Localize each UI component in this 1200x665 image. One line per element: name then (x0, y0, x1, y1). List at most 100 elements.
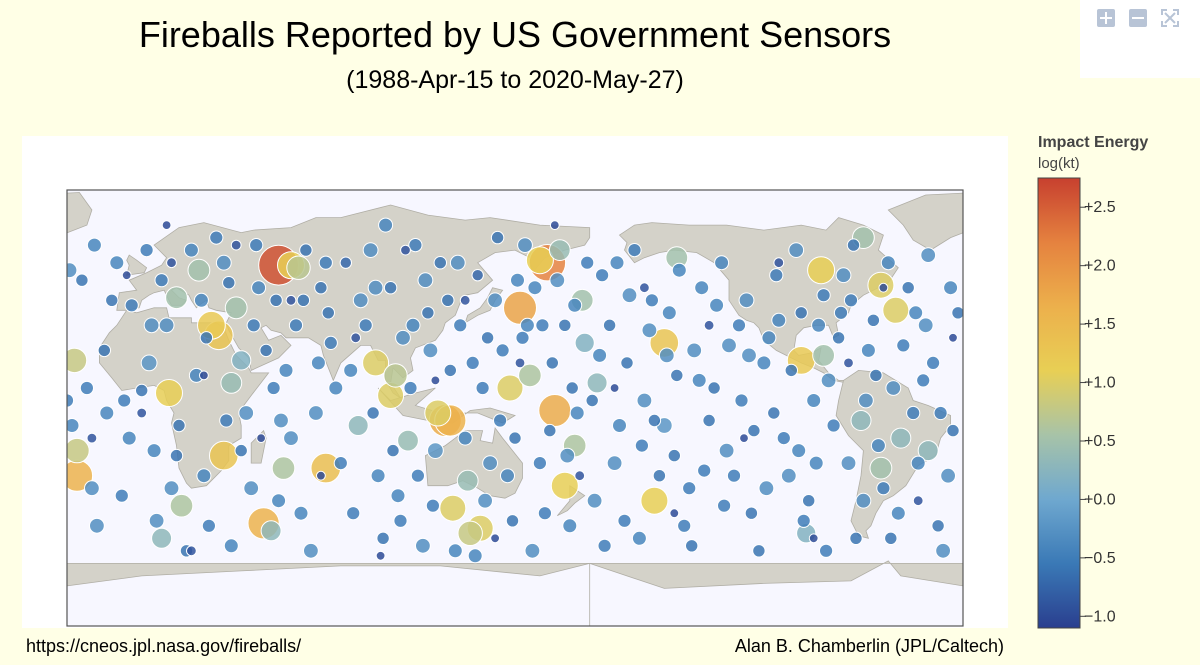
fireball-marker[interactable] (644, 293, 660, 308)
reset-view-icon[interactable] (1160, 8, 1180, 28)
fireball-marker[interactable] (84, 480, 100, 497)
fireball-marker[interactable] (383, 363, 408, 388)
fireball-marker[interactable] (314, 281, 328, 295)
fireball-marker[interactable] (158, 317, 175, 334)
fireball-marker[interactable] (807, 256, 836, 285)
fireball-marker[interactable] (449, 254, 466, 271)
fireball-marker[interactable] (318, 255, 333, 270)
fireball-marker[interactable] (422, 342, 439, 359)
fireball-marker[interactable] (537, 506, 553, 521)
fireball-marker[interactable] (658, 347, 675, 364)
fireball-marker[interactable] (209, 440, 239, 471)
fireball-marker[interactable] (148, 512, 165, 529)
fireball-marker[interactable] (453, 318, 468, 333)
fireball-marker[interactable] (667, 448, 681, 463)
fireball-marker[interactable] (378, 217, 394, 233)
fireball-marker[interactable] (166, 257, 177, 269)
fireball-marker[interactable] (943, 280, 959, 296)
fireball-marker[interactable] (155, 379, 183, 407)
fireball-marker[interactable] (606, 455, 623, 472)
fireball-marker[interactable] (843, 357, 854, 369)
fireball-marker[interactable] (500, 468, 515, 484)
fireball-marker[interactable] (321, 306, 335, 320)
fireball-marker[interactable] (901, 281, 915, 295)
fireball-marker[interactable] (926, 355, 941, 370)
fireball-marker[interactable] (831, 331, 846, 345)
fireball-marker[interactable] (855, 492, 872, 509)
fireball-marker[interactable] (271, 493, 287, 509)
zoom-out-icon[interactable] (1128, 8, 1148, 28)
fireball-marker[interactable] (425, 498, 440, 513)
fireball-marker[interactable] (697, 463, 712, 478)
fireball-marker[interactable] (140, 354, 158, 372)
fireball-marker[interactable] (421, 306, 435, 320)
fireball-marker[interactable] (496, 374, 524, 402)
fireball-marker[interactable] (390, 488, 406, 504)
fireball-marker[interactable] (744, 506, 759, 520)
fireball-marker[interactable] (222, 276, 236, 290)
fireball-marker[interactable] (220, 372, 243, 394)
fireball-marker[interactable] (467, 548, 483, 564)
fireball-marker[interactable] (424, 399, 452, 427)
fireball-marker[interactable] (316, 470, 326, 481)
fireball-marker[interactable] (143, 317, 160, 334)
fireball-marker[interactable] (439, 494, 467, 522)
fireball-marker[interactable] (948, 332, 958, 343)
fireball-marker[interactable] (670, 368, 684, 383)
fireball-marker[interactable] (386, 443, 400, 458)
fireball-marker[interactable] (146, 443, 162, 459)
fireball-marker[interactable] (527, 280, 543, 296)
fireball-marker[interactable] (209, 230, 224, 245)
fireball-marker[interactable] (430, 375, 441, 386)
fireball-marker[interactable] (86, 432, 98, 444)
fireball-marker[interactable] (136, 407, 148, 419)
fireball-marker[interactable] (771, 312, 787, 328)
fireball-marker[interactable] (791, 443, 807, 459)
fireball-marker[interactable] (367, 279, 384, 296)
fireball-marker[interactable] (639, 282, 650, 294)
fireball-marker[interactable] (870, 438, 886, 454)
fireball-marker[interactable] (524, 542, 541, 559)
fireball-marker[interactable] (457, 520, 483, 546)
fireball-marker[interactable] (283, 430, 299, 447)
fireball-marker[interactable] (721, 337, 737, 354)
fireball-marker[interactable] (109, 255, 125, 271)
fireball-marker[interactable] (640, 486, 669, 515)
fireball-marker[interactable] (776, 431, 791, 446)
fireball-marker[interactable] (876, 481, 891, 496)
fireball-marker[interactable] (758, 480, 775, 497)
fireball-marker[interactable] (495, 343, 510, 358)
fireball-marker[interactable] (773, 257, 785, 269)
fireball-marker[interactable] (75, 273, 89, 287)
fireball-marker[interactable] (816, 288, 831, 303)
fireball-marker[interactable] (508, 431, 522, 445)
fireball-marker[interactable] (741, 347, 757, 364)
fireball-marker[interactable] (395, 329, 411, 346)
fireball-marker[interactable] (826, 418, 841, 433)
fireball-marker[interactable] (820, 372, 837, 389)
fireball-marker[interactable] (761, 330, 777, 346)
fireball-marker[interactable] (135, 383, 149, 398)
fireball-marker[interactable] (328, 380, 344, 396)
fireball-marker[interactable] (219, 413, 234, 428)
fireball-marker[interactable] (532, 456, 548, 471)
fireball-marker[interactable] (480, 331, 495, 345)
fireball-marker[interactable] (308, 405, 324, 421)
fireball-marker[interactable] (916, 373, 931, 388)
fireball-marker[interactable] (652, 469, 667, 483)
fireball-marker[interactable] (647, 413, 662, 428)
fireball-marker[interactable] (459, 294, 471, 306)
fireball-marker[interactable] (843, 293, 859, 308)
fireball-marker[interactable] (65, 437, 90, 464)
fireball-marker[interactable] (580, 255, 595, 270)
fireball-marker[interactable] (346, 506, 361, 521)
fireball-marker[interactable] (456, 469, 479, 492)
fireball-marker[interactable] (574, 332, 595, 353)
fireball-marker[interactable] (686, 342, 703, 359)
fireball-marker[interactable] (475, 380, 490, 396)
fireball-marker[interactable] (234, 443, 248, 458)
fireball-marker[interactable] (912, 495, 924, 507)
fireball-marker[interactable] (677, 518, 692, 533)
fireball-marker[interactable] (139, 243, 154, 258)
fireball-marker[interactable] (518, 363, 542, 388)
